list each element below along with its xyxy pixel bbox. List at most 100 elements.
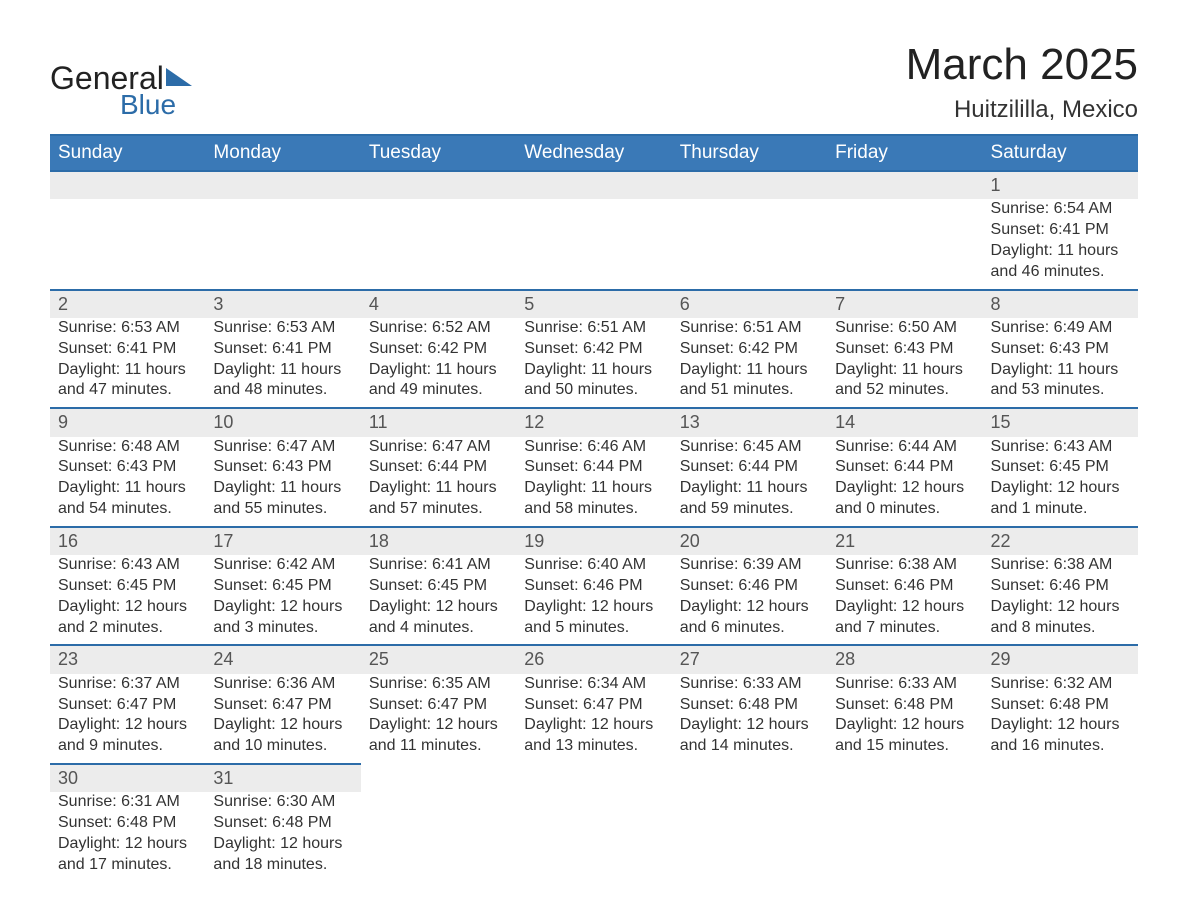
day-daylight1: Daylight: 11 hours (524, 360, 663, 381)
day-daylight1: Daylight: 11 hours (58, 478, 197, 499)
day-sunset: Sunset: 6:45 PM (58, 576, 197, 597)
day-details-cell: Sunrise: 6:38 AMSunset: 6:46 PMDaylight:… (827, 555, 982, 645)
day-sunrise: Sunrise: 6:35 AM (369, 674, 508, 695)
calendar-details-row: Sunrise: 6:43 AMSunset: 6:45 PMDaylight:… (50, 555, 1138, 645)
day-daylight2: and 2 minutes. (58, 618, 197, 639)
day-daylight1: Daylight: 11 hours (369, 360, 508, 381)
day-details-cell: Sunrise: 6:49 AMSunset: 6:43 PMDaylight:… (983, 318, 1138, 408)
day-daylight1: Daylight: 12 hours (991, 478, 1130, 499)
day-daylight1: Daylight: 11 hours (213, 360, 352, 381)
day-details-cell (672, 792, 827, 881)
day-sunrise: Sunrise: 6:50 AM (835, 318, 974, 339)
day-details-cell: Sunrise: 6:40 AMSunset: 6:46 PMDaylight:… (516, 555, 671, 645)
calendar-details-row: Sunrise: 6:31 AM Sunset: 6:48 PM Daylight:… (50, 792, 1138, 881)
day-sunset: Sunset: 6:48 PM (991, 695, 1130, 716)
calendar-daynum-row: 1 (50, 171, 1138, 199)
day-daylight2: and 4 minutes. (369, 618, 508, 639)
day-details-cell: Sunrise: 6:48 AMSunset: 6:43 PMDaylight:… (50, 437, 205, 527)
day-sunset: Sunset: 6:41 PM (58, 339, 197, 360)
day-details-cell: Sunrise: 6:30 AMSunset: 6:48 PMDaylight:… (205, 792, 360, 881)
brand-name-2: Blue (120, 89, 176, 121)
day-sunrise: Sunrise: 6:38 AM (991, 555, 1130, 576)
day-daylight1: Daylight: 11 hours (680, 478, 819, 499)
day-sunset: Sunset: 6:42 PM (369, 339, 508, 360)
day-daylight2: and 55 minutes. (213, 499, 352, 520)
day-details-cell: Sunrise: 6:43 AMSunset: 6:45 PMDaylight:… (983, 437, 1138, 527)
calendar-details-row: Sunrise: 6:53 AMSunset: 6:41 PMDaylight:… (50, 318, 1138, 408)
day-details-cell: Sunrise: 6:39 AMSunset: 6:46 PMDaylight:… (672, 555, 827, 645)
day-daylight2: and 7 minutes. (835, 618, 974, 639)
day-details-cell (827, 792, 982, 881)
day-number-cell (50, 171, 205, 199)
day-sunrise: Sunrise: 6:31 AM (58, 792, 197, 813)
day-daylight2: and 49 minutes. (369, 380, 508, 401)
day-number-cell: 25 (361, 645, 516, 673)
calendar-details-row: Sunrise: 6:48 AMSunset: 6:43 PMDaylight:… (50, 437, 1138, 527)
day-number-cell (516, 171, 671, 199)
brand-triangle-icon (166, 68, 192, 86)
day-daylight1: Daylight: 12 hours (680, 597, 819, 618)
day-sunrise: Sunrise: 6:40 AM (524, 555, 663, 576)
day-number-cell: 23 (50, 645, 205, 673)
day-daylight1: Daylight: 12 hours (58, 834, 197, 855)
day-sunrise: Sunrise: 6:53 AM (58, 318, 197, 339)
day-sunrise: Sunrise: 6:54 AM (991, 199, 1130, 220)
day-daylight1: Daylight: 12 hours (991, 715, 1130, 736)
day-details-cell: Sunrise: 6:53 AMSunset: 6:41 PMDaylight:… (50, 318, 205, 408)
day-sunset: Sunset: 6:48 PM (213, 813, 352, 834)
day-daylight2: and 48 minutes. (213, 380, 352, 401)
day-details-cell: Sunrise: 6:52 AMSunset: 6:42 PMDaylight:… (361, 318, 516, 408)
day-sunrise: Sunrise: 6:42 AM (213, 555, 352, 576)
day-details-cell (983, 792, 1138, 881)
day-sunset: Sunset: 6:42 PM (524, 339, 663, 360)
day-daylight1: Daylight: 11 hours (524, 478, 663, 499)
day-sunset: Sunset: 6:44 PM (680, 457, 819, 478)
day-details-cell: Sunrise: 6:46 AMSunset: 6:44 PMDaylight:… (516, 437, 671, 527)
day-daylight2: and 0 minutes. (835, 499, 974, 520)
day-sunrise: Sunrise: 6:38 AM (835, 555, 974, 576)
day-sunrise: Sunrise: 6:33 AM (835, 674, 974, 695)
day-daylight1: Daylight: 12 hours (524, 715, 663, 736)
location-label: Huitzililla, Mexico (906, 96, 1138, 124)
day-details-cell: Sunrise: 6:47 AMSunset: 6:43 PMDaylight:… (205, 437, 360, 527)
calendar-daynum-row: 9101112131415 (50, 408, 1138, 436)
day-sunrise: Sunrise: 6:49 AM (991, 318, 1130, 339)
day-sunset: Sunset: 6:41 PM (213, 339, 352, 360)
day-sunset: Sunset: 6:43 PM (213, 457, 352, 478)
day-daylight2: and 16 minutes. (991, 736, 1130, 757)
day-daylight2: and 14 minutes. (680, 736, 819, 757)
day-number-cell (361, 171, 516, 199)
day-number-cell (205, 171, 360, 199)
day-number-cell: 30 (50, 764, 205, 792)
day-number-cell: 18 (361, 527, 516, 555)
day-number-cell: 13 (672, 408, 827, 436)
day-sunrise: Sunrise: 6:30 AM (213, 792, 352, 813)
day-sunset: Sunset: 6:48 PM (680, 695, 819, 716)
day-daylight1: Daylight: 12 hours (58, 715, 197, 736)
day-details-cell: Sunrise: 6:51 AMSunset: 6:42 PMDaylight:… (672, 318, 827, 408)
day-details-cell (361, 199, 516, 289)
day-number-cell: 31 (205, 764, 360, 792)
day-daylight2: and 46 minutes. (991, 262, 1130, 283)
day-sunset: Sunset: 6:46 PM (835, 576, 974, 597)
day-details-cell (361, 792, 516, 881)
day-daylight1: Daylight: 12 hours (835, 478, 974, 499)
day-details-cell: Sunrise: 6:34 AMSunset: 6:47 PMDaylight:… (516, 674, 671, 764)
day-daylight2: and 54 minutes. (58, 499, 197, 520)
day-details-cell: Sunrise: 6:51 AMSunset: 6:42 PMDaylight:… (516, 318, 671, 408)
day-number-cell: 12 (516, 408, 671, 436)
day-daylight1: Daylight: 11 hours (369, 478, 508, 499)
brand-logo: General Blue (50, 60, 192, 121)
day-details-cell: Sunrise: 6:54 AMSunset: 6:41 PMDaylight:… (983, 199, 1138, 289)
day-daylight2: and 50 minutes. (524, 380, 663, 401)
day-number-cell: 16 (50, 527, 205, 555)
day-number-cell (672, 171, 827, 199)
day-number-cell: 6 (672, 290, 827, 318)
calendar-daynum-row: 16171819202122 (50, 527, 1138, 555)
day-number-cell: 29 (983, 645, 1138, 673)
day-daylight1: Daylight: 12 hours (680, 715, 819, 736)
day-daylight1: Daylight: 12 hours (213, 715, 352, 736)
day-sunrise: Sunrise: 6:39 AM (680, 555, 819, 576)
day-number-cell: 9 (50, 408, 205, 436)
title-block: March 2025 Huitzililla, Mexico (906, 40, 1138, 124)
